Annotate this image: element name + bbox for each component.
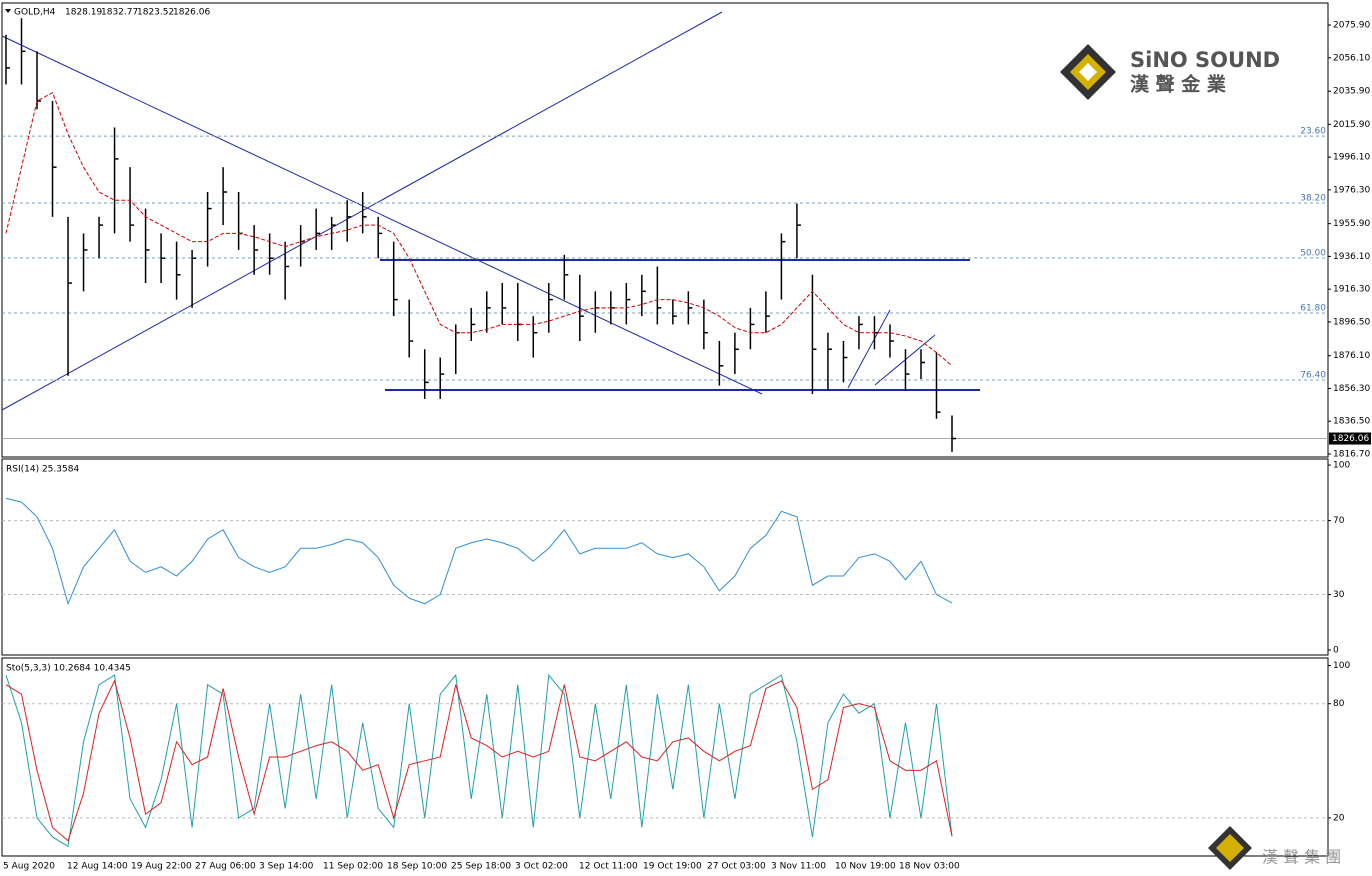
indicator-line bbox=[5, 497, 953, 606]
header-value: 1832.77 bbox=[101, 8, 138, 18]
indicator-line bbox=[5, 673, 953, 848]
rsi-panel bbox=[1, 458, 1329, 656]
fib-label: 50.00 bbox=[1300, 249, 1326, 259]
symbol: GOLD,H4 bbox=[14, 8, 56, 18]
fib-label: 61.80 bbox=[1300, 304, 1326, 314]
header-value: 1828.19 bbox=[65, 8, 102, 18]
fib-label: 38.20 bbox=[1300, 193, 1326, 203]
trend-lines bbox=[1, 11, 980, 411]
fib-label: 23.60 bbox=[1300, 127, 1326, 137]
indicator-title: Sto(5,3,3) 10.2684 10.4345 bbox=[6, 664, 131, 674]
y-tick-label: 2056.10 bbox=[1333, 53, 1370, 63]
indicator-line bbox=[5, 679, 953, 842]
logo: SiNO SOUND 漢 聲 金 業 漢 聲 集 團 bbox=[1060, 44, 1341, 870]
y-tick-label: 2075.90 bbox=[1333, 21, 1370, 31]
y-tick-label: 1955.90 bbox=[1333, 219, 1370, 229]
x-tick-label: 27 Aug 06:00 bbox=[195, 862, 256, 872]
y-tick-label: 1916.30 bbox=[1333, 285, 1370, 295]
y-tick-label: 2035.90 bbox=[1333, 87, 1370, 97]
x-tick-label: 3 Oct 02:00 bbox=[515, 862, 568, 872]
y-tick-label: 1976.30 bbox=[1333, 185, 1370, 195]
last-price-label: 1826.06 bbox=[1332, 434, 1369, 444]
logo-diamond bbox=[1079, 63, 1097, 81]
x-tick-label: 12 Aug 14:00 bbox=[67, 862, 128, 872]
y-tick-label: 70 bbox=[1333, 516, 1345, 526]
indicator-title: RSI(14) 25.3584 bbox=[6, 465, 79, 475]
last-price-tag bbox=[1329, 432, 1371, 445]
y-tick-label: 2015.90 bbox=[1333, 120, 1370, 130]
y-tick-label: 1816.70 bbox=[1333, 450, 1370, 460]
menu-arrow bbox=[5, 9, 11, 13]
y-tick-label: 1996.10 bbox=[1333, 153, 1370, 163]
x-tick-label: 10 Nov 19:00 bbox=[835, 862, 896, 872]
price-panel bbox=[1, 2, 1329, 458]
x-tick-label: 25 Sep 18:00 bbox=[451, 862, 511, 872]
y-tick-label: 1896.50 bbox=[1333, 317, 1370, 327]
fib-label: 76.40 bbox=[1300, 371, 1326, 381]
logo-chinese: 漢 聲 金 業 bbox=[1130, 73, 1227, 96]
x-tick-label: 3 Sep 14:00 bbox=[259, 862, 314, 872]
header-value: 1823.52 bbox=[137, 8, 174, 18]
sto-panel bbox=[1, 657, 1329, 857]
x-tick-label: 18 Nov 03:00 bbox=[899, 862, 960, 872]
x-tick-label: 12 Oct 11:00 bbox=[579, 862, 638, 872]
logo-brand: SiNO SOUND bbox=[1130, 48, 1280, 72]
y-tick-label: 1876.10 bbox=[1333, 351, 1370, 361]
trend-line bbox=[1, 35, 763, 395]
y-tick-label: 1856.30 bbox=[1333, 384, 1370, 394]
x-tick-label: 19 Aug 22:00 bbox=[131, 862, 192, 872]
x-tick-label: 19 Oct 19:00 bbox=[643, 862, 702, 872]
y-tick-label: 100 bbox=[1333, 461, 1350, 471]
logo-footer: 漢 聲 集 團 bbox=[1262, 848, 1341, 867]
y-tick-label: 20 bbox=[1333, 813, 1345, 823]
logo-diamond bbox=[1216, 834, 1244, 862]
x-tick-label: 18 Sep 10:00 bbox=[387, 862, 447, 872]
moving-average bbox=[5, 91, 953, 367]
y-tick-label: 0 bbox=[1333, 646, 1339, 656]
y-tick-label: 80 bbox=[1333, 699, 1345, 709]
x-tick-label: 11 Sep 02:00 bbox=[323, 862, 383, 872]
y-tick-label: 1836.50 bbox=[1333, 417, 1370, 427]
x-tick-label: 5 Aug 2020 bbox=[3, 862, 55, 872]
y-tick-label: 1936.10 bbox=[1333, 252, 1370, 262]
y-tick-label: 30 bbox=[1333, 590, 1345, 600]
x-tick-label: 3 Nov 11:00 bbox=[771, 862, 826, 872]
header-value: 1826.06 bbox=[173, 8, 210, 18]
y-tick-label: 100 bbox=[1333, 661, 1350, 671]
x-tick-label: 27 Oct 03:00 bbox=[707, 862, 766, 872]
channel-line bbox=[847, 309, 891, 389]
